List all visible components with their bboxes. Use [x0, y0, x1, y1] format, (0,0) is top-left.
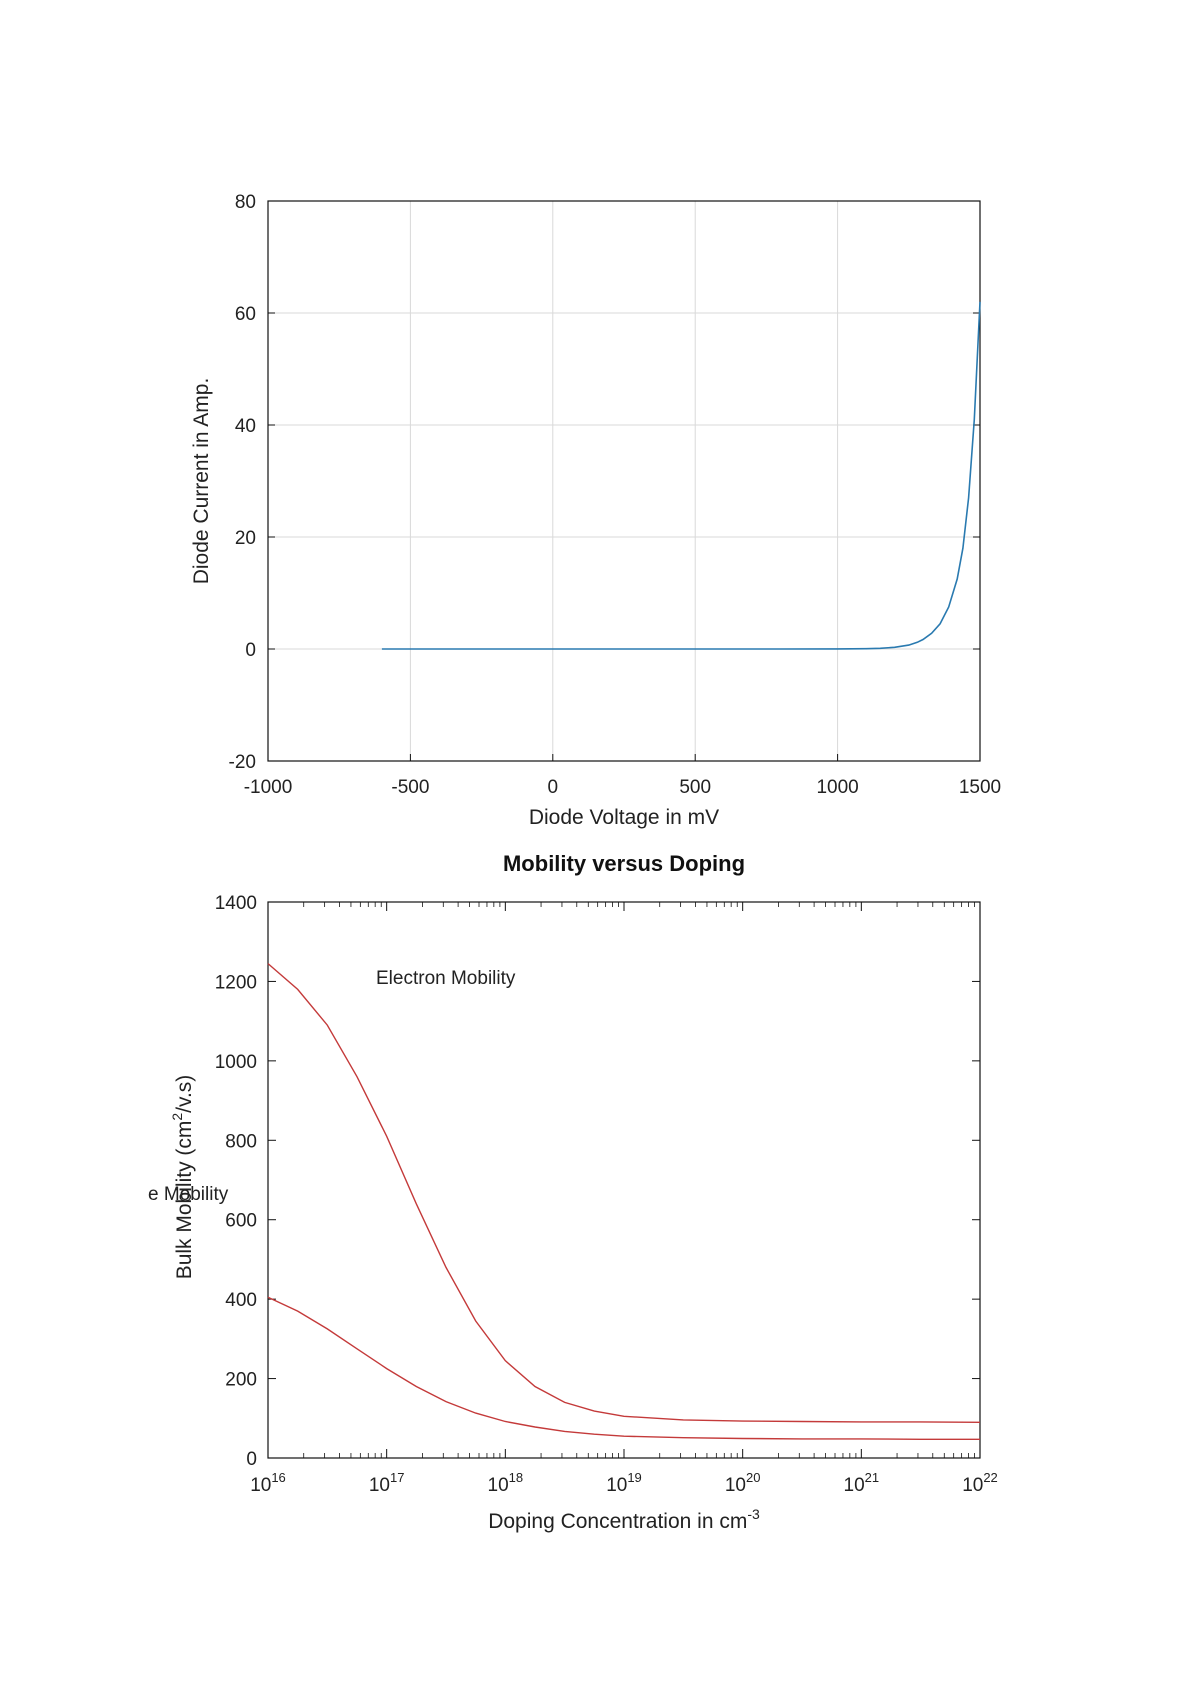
chart2-y-tick-label: 1400: [215, 893, 257, 914]
chart1-y-tick-label: 40: [235, 416, 256, 437]
chart1-x-tick-label: -500: [391, 777, 429, 798]
chart2-series-hole-mobility: [267, 1296, 980, 1440]
diode-iv-chart: -1000 -500 0 500 1000 1500 -20 0 20 40 60 80 Diode…: [190, 192, 1001, 829]
chart2-annotation-hole-mobility: e Mobility: [148, 1184, 229, 1205]
chart1-x-tick-label: 500: [679, 777, 711, 798]
chart1-y-tick-label: -20: [229, 752, 256, 773]
chart1-y-tick-label: 20: [235, 528, 256, 549]
chart1-series-line: [381, 301, 981, 650]
chart2-y-ticks: 0 200 400 600 800 1000 1200 1400: [215, 893, 980, 1470]
chart2-x-tick-base: 10: [844, 1475, 865, 1496]
chart2-x-tick-exponent: 22: [983, 1470, 997, 1485]
chart2-x-tick-base: 10: [725, 1475, 746, 1496]
chart2-annotation-electron-mobility: Electron Mobility: [376, 968, 516, 989]
mobility-doping-chart: Mobility versus Doping 1016 1017 1018 1019 1…: [148, 851, 998, 1533]
chart2-x-tick-label: 1021: [844, 1470, 880, 1496]
chart2-x-tick-base: 10: [606, 1475, 627, 1496]
chart2-x-tick-label: 1020: [725, 1470, 761, 1496]
chart1-x-tick-label: 1000: [816, 777, 858, 798]
chart2-y-axis-label-tail: /v.s): [173, 1075, 196, 1113]
chart2-x-tick-label: 1022: [962, 1470, 998, 1496]
chart2-y-tick-label: 200: [225, 1370, 257, 1391]
chart1-x-axis-label: Diode Voltage in mV: [529, 806, 719, 829]
chart1-y-ticks: -20 0 20 40 60 80: [229, 192, 980, 773]
chart2-x-ticks: 1016 1017 1018 1019 1020 1021 1022: [250, 902, 998, 1496]
chart2-x-tick-base: 10: [369, 1475, 390, 1496]
chart1-x-tick-label: 0: [548, 777, 559, 798]
chart2-y-axis-label-sup: 2: [169, 1113, 185, 1121]
chart2-x-tick-exponent: 16: [271, 1470, 285, 1485]
chart1-y-axis-label: Diode Current in Amp.: [190, 378, 213, 585]
chart2-x-tick-label: 1018: [488, 1470, 524, 1496]
chart2-series-electron-mobility: [267, 963, 981, 1423]
chart2-x-tick-label: 1016: [250, 1470, 286, 1496]
chart2-y-tick-label: 400: [225, 1290, 257, 1311]
chart2-y-tick-label: 0: [246, 1449, 257, 1470]
chart2-x-tick-exponent: 19: [627, 1470, 641, 1485]
chart2-x-tick-exponent: 17: [390, 1470, 404, 1485]
chart2-x-tick-base: 10: [250, 1475, 271, 1496]
chart1-x-tick-label: -1000: [244, 777, 293, 798]
chart2-x-tick-exponent: 20: [746, 1470, 760, 1485]
chart2-x-tick-base: 10: [962, 1475, 983, 1496]
chart2-title: Mobility versus Doping: [503, 851, 745, 876]
chart1-x-tick-label: 1500: [959, 777, 1001, 798]
chart2-y-tick-label: 800: [225, 1131, 257, 1152]
chart1-plot-frame: [267, 200, 981, 762]
chart2-x-tick-label: 1019: [606, 1470, 642, 1496]
chart1-grid: [267, 200, 981, 762]
chart2-x-tick-exponent: 21: [865, 1470, 879, 1485]
chart1-y-tick-label: 60: [235, 304, 256, 325]
chart2-y-axis-label: Bulk Mobility (cm2/v.s): [169, 1075, 196, 1280]
chart2-y-tick-label: 1000: [215, 1052, 257, 1073]
chart2-plot-frame: [267, 901, 981, 1459]
chart2-y-tick-label: 600: [225, 1211, 257, 1232]
chart2-x-axis-label: Doping Concentration in cm-3: [488, 1506, 760, 1533]
chart2-x-axis-label-sup: -3: [747, 1506, 760, 1522]
chart2-x-tick-base: 10: [488, 1475, 509, 1496]
chart2-x-axis-label-text: Doping Concentration in cm: [488, 1510, 747, 1533]
chart1-y-tick-label: 0: [245, 640, 256, 661]
chart1-y-tick-label: 80: [235, 192, 256, 213]
chart1-x-ticks: -1000 -500 0 500 1000 1500: [244, 754, 1001, 798]
chart2-x-tick-exponent: 18: [509, 1470, 523, 1485]
chart2-y-axis-label-text: Bulk Mobility (cm: [173, 1121, 196, 1280]
chart2-y-tick-label: 1200: [215, 972, 257, 993]
chart2-x-tick-label: 1017: [369, 1470, 405, 1496]
